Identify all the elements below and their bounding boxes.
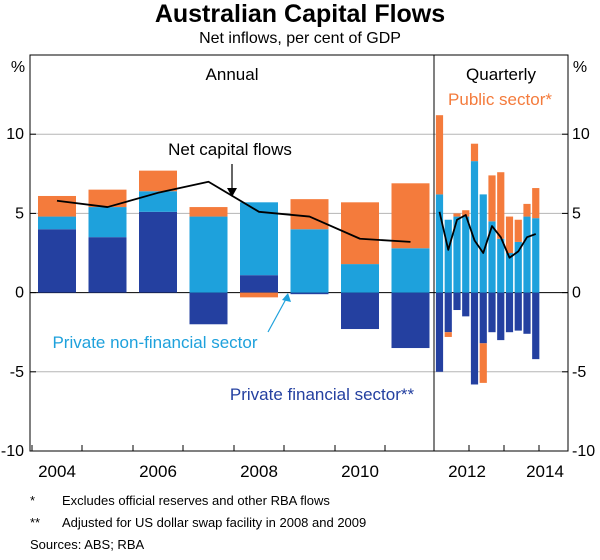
annual-bar-private-nonfinancial [139, 191, 177, 212]
quarterly-bar-private-nonfinancial [505, 253, 514, 293]
annual-bar-private-financial [290, 292, 329, 295]
y-unit-left: % [11, 59, 25, 76]
annual-net-capital-flows-line [56, 180, 411, 243]
annual-bar-public-sector [189, 207, 228, 217]
annotation-private-fin: Private financial sector** [230, 385, 415, 404]
arrow-net-capital-flows [227, 164, 237, 197]
annual-bar-private-financial [341, 292, 379, 330]
quarterly-bar-private-nonfinancial [523, 216, 531, 293]
annual-bar-private-financial [38, 229, 76, 293]
quarterly-bar-public-sector [514, 219, 522, 242]
footnotes: * Excludes official reserves and other R… [30, 490, 590, 556]
x-tick-label: 2010 [341, 462, 379, 481]
x-tick-label: 2008 [240, 462, 278, 481]
quarterly-bar-private-nonfinancial [462, 216, 470, 293]
annual-bar-private-financial [240, 275, 278, 293]
annual-bar-public-sector [88, 189, 127, 208]
annotation-public-sector: Public sector* [448, 90, 552, 109]
quarterly-bar-public-sector [435, 115, 444, 195]
quarterly-bar-private-nonfinancial [532, 218, 540, 293]
quarterly-bar-private-financial [470, 292, 479, 385]
quarterly-bar-public-sector [479, 343, 487, 383]
y-tick-label-right: 0 [572, 285, 581, 302]
footnote-2: ** Adjusted for US dollar swap facility … [30, 512, 590, 534]
chart-title: Australian Capital Flows [155, 0, 445, 28]
plot-frame [29, 54, 569, 452]
quarterly-bar-private-financial [532, 292, 540, 360]
y-tick-label-left: -10 [1, 443, 24, 460]
annual-bar-private-nonfinancial [341, 264, 379, 293]
annual-bar-public-sector [290, 199, 329, 230]
quarterly-bar-public-sector [462, 210, 470, 217]
annual-bar-public-sector [38, 195, 76, 217]
panel-label-annual: Annual [206, 65, 259, 84]
x-tick-label: 2006 [139, 462, 177, 481]
quarterly-bar-private-financial [497, 292, 505, 341]
panel-label-quarterly: Quarterly [466, 65, 536, 84]
chart-subtitle: Net inflows, per cent of GDP [199, 30, 401, 47]
annual-bar-private-nonfinancial [391, 248, 430, 293]
quarterly-bar-public-sector [497, 172, 505, 239]
quarterly-bar-public-sector [470, 143, 479, 162]
annual-bar-private-nonfinancial [189, 216, 228, 293]
annual-bar-private-financial [391, 292, 430, 349]
annual-bar-private-financial [88, 237, 127, 293]
annual-bar-private-nonfinancial [88, 207, 127, 238]
x-tick-label: 2004 [38, 462, 76, 481]
quarterly-bar-private-nonfinancial [514, 241, 522, 293]
quarterly-bar-private-financial [505, 292, 514, 333]
quarterly-bar-private-nonfinancial [435, 194, 444, 293]
annotation-net-capital-flows: Net capital flows [168, 140, 292, 159]
quarterly-bar-private-nonfinancial [470, 161, 479, 293]
y-tick-label-left: 0 [15, 285, 24, 302]
y-tick-label-right: 5 [572, 205, 581, 222]
quarterly-bar-public-sector [523, 203, 531, 217]
x-tick-label: 2012 [448, 462, 486, 481]
quarterly-net-capital-flows-line [438, 211, 537, 259]
quarterly-bar-private-nonfinancial [444, 219, 452, 293]
quarterly-bar-private-financial [488, 292, 496, 333]
sources: Sources: ABS; RBA [30, 537, 145, 552]
annual-bar-private-nonfinancial [38, 216, 76, 230]
annual-bar-public-sector [240, 292, 278, 298]
y-tick-label-left: 5 [15, 205, 24, 222]
y-tick-label-right: 10 [572, 126, 590, 143]
quarterly-bar-private-financial [479, 292, 487, 344]
y-tick-label-left: 10 [6, 126, 24, 143]
annual-bar-private-financial [139, 211, 177, 293]
annotation-private-nonfin: Private non-financial sector [52, 333, 257, 352]
y-tick-label-left: -5 [10, 364, 24, 381]
y-tick-label-right: -10 [572, 443, 595, 460]
y-unit-right: % [573, 59, 587, 76]
y-tick-label-right: -5 [572, 364, 586, 381]
annual-bar-public-sector [391, 183, 430, 249]
quarterly-bar-public-sector [444, 332, 452, 337]
annual-bar-public-sector [139, 170, 177, 192]
quarterly-bar-private-financial [523, 292, 531, 334]
quarterly-bar-private-nonfinancial [488, 221, 496, 293]
footnote-1-mark: * [30, 493, 36, 508]
annual-bar-private-nonfinancial [290, 229, 329, 293]
footnote-1: * Excludes official reserves and other R… [30, 490, 590, 512]
quarterly-bar-private-nonfinancial [497, 238, 505, 293]
x-tick-label: 2014 [526, 462, 564, 481]
quarterly-bar-private-financial [462, 292, 470, 317]
quarterly-bar-public-sector [488, 175, 496, 222]
quarterly-bar-public-sector [505, 216, 514, 253]
quarterly-bar-private-financial [453, 292, 461, 311]
quarterly-bar-private-financial [435, 292, 444, 372]
quarterly-bar-private-nonfinancial [479, 194, 487, 293]
quarterly-bar-public-sector [453, 213, 461, 217]
annual-bar-private-nonfinancial [240, 202, 278, 276]
quarterly-bar-private-financial [444, 292, 452, 333]
quarterly-bar-private-nonfinancial [453, 216, 461, 293]
quarterly-bar-private-financial [514, 292, 522, 331]
footnote-1-text: Excludes official reserves and other RBA… [62, 493, 330, 508]
footnote-2-text: Adjusted for US dollar swap facility in … [62, 515, 367, 530]
arrow-private-nonfin [267, 293, 291, 333]
footnote-2-mark: ** [30, 515, 41, 530]
annual-bar-private-financial [189, 292, 228, 325]
quarterly-bar-public-sector [532, 188, 540, 219]
